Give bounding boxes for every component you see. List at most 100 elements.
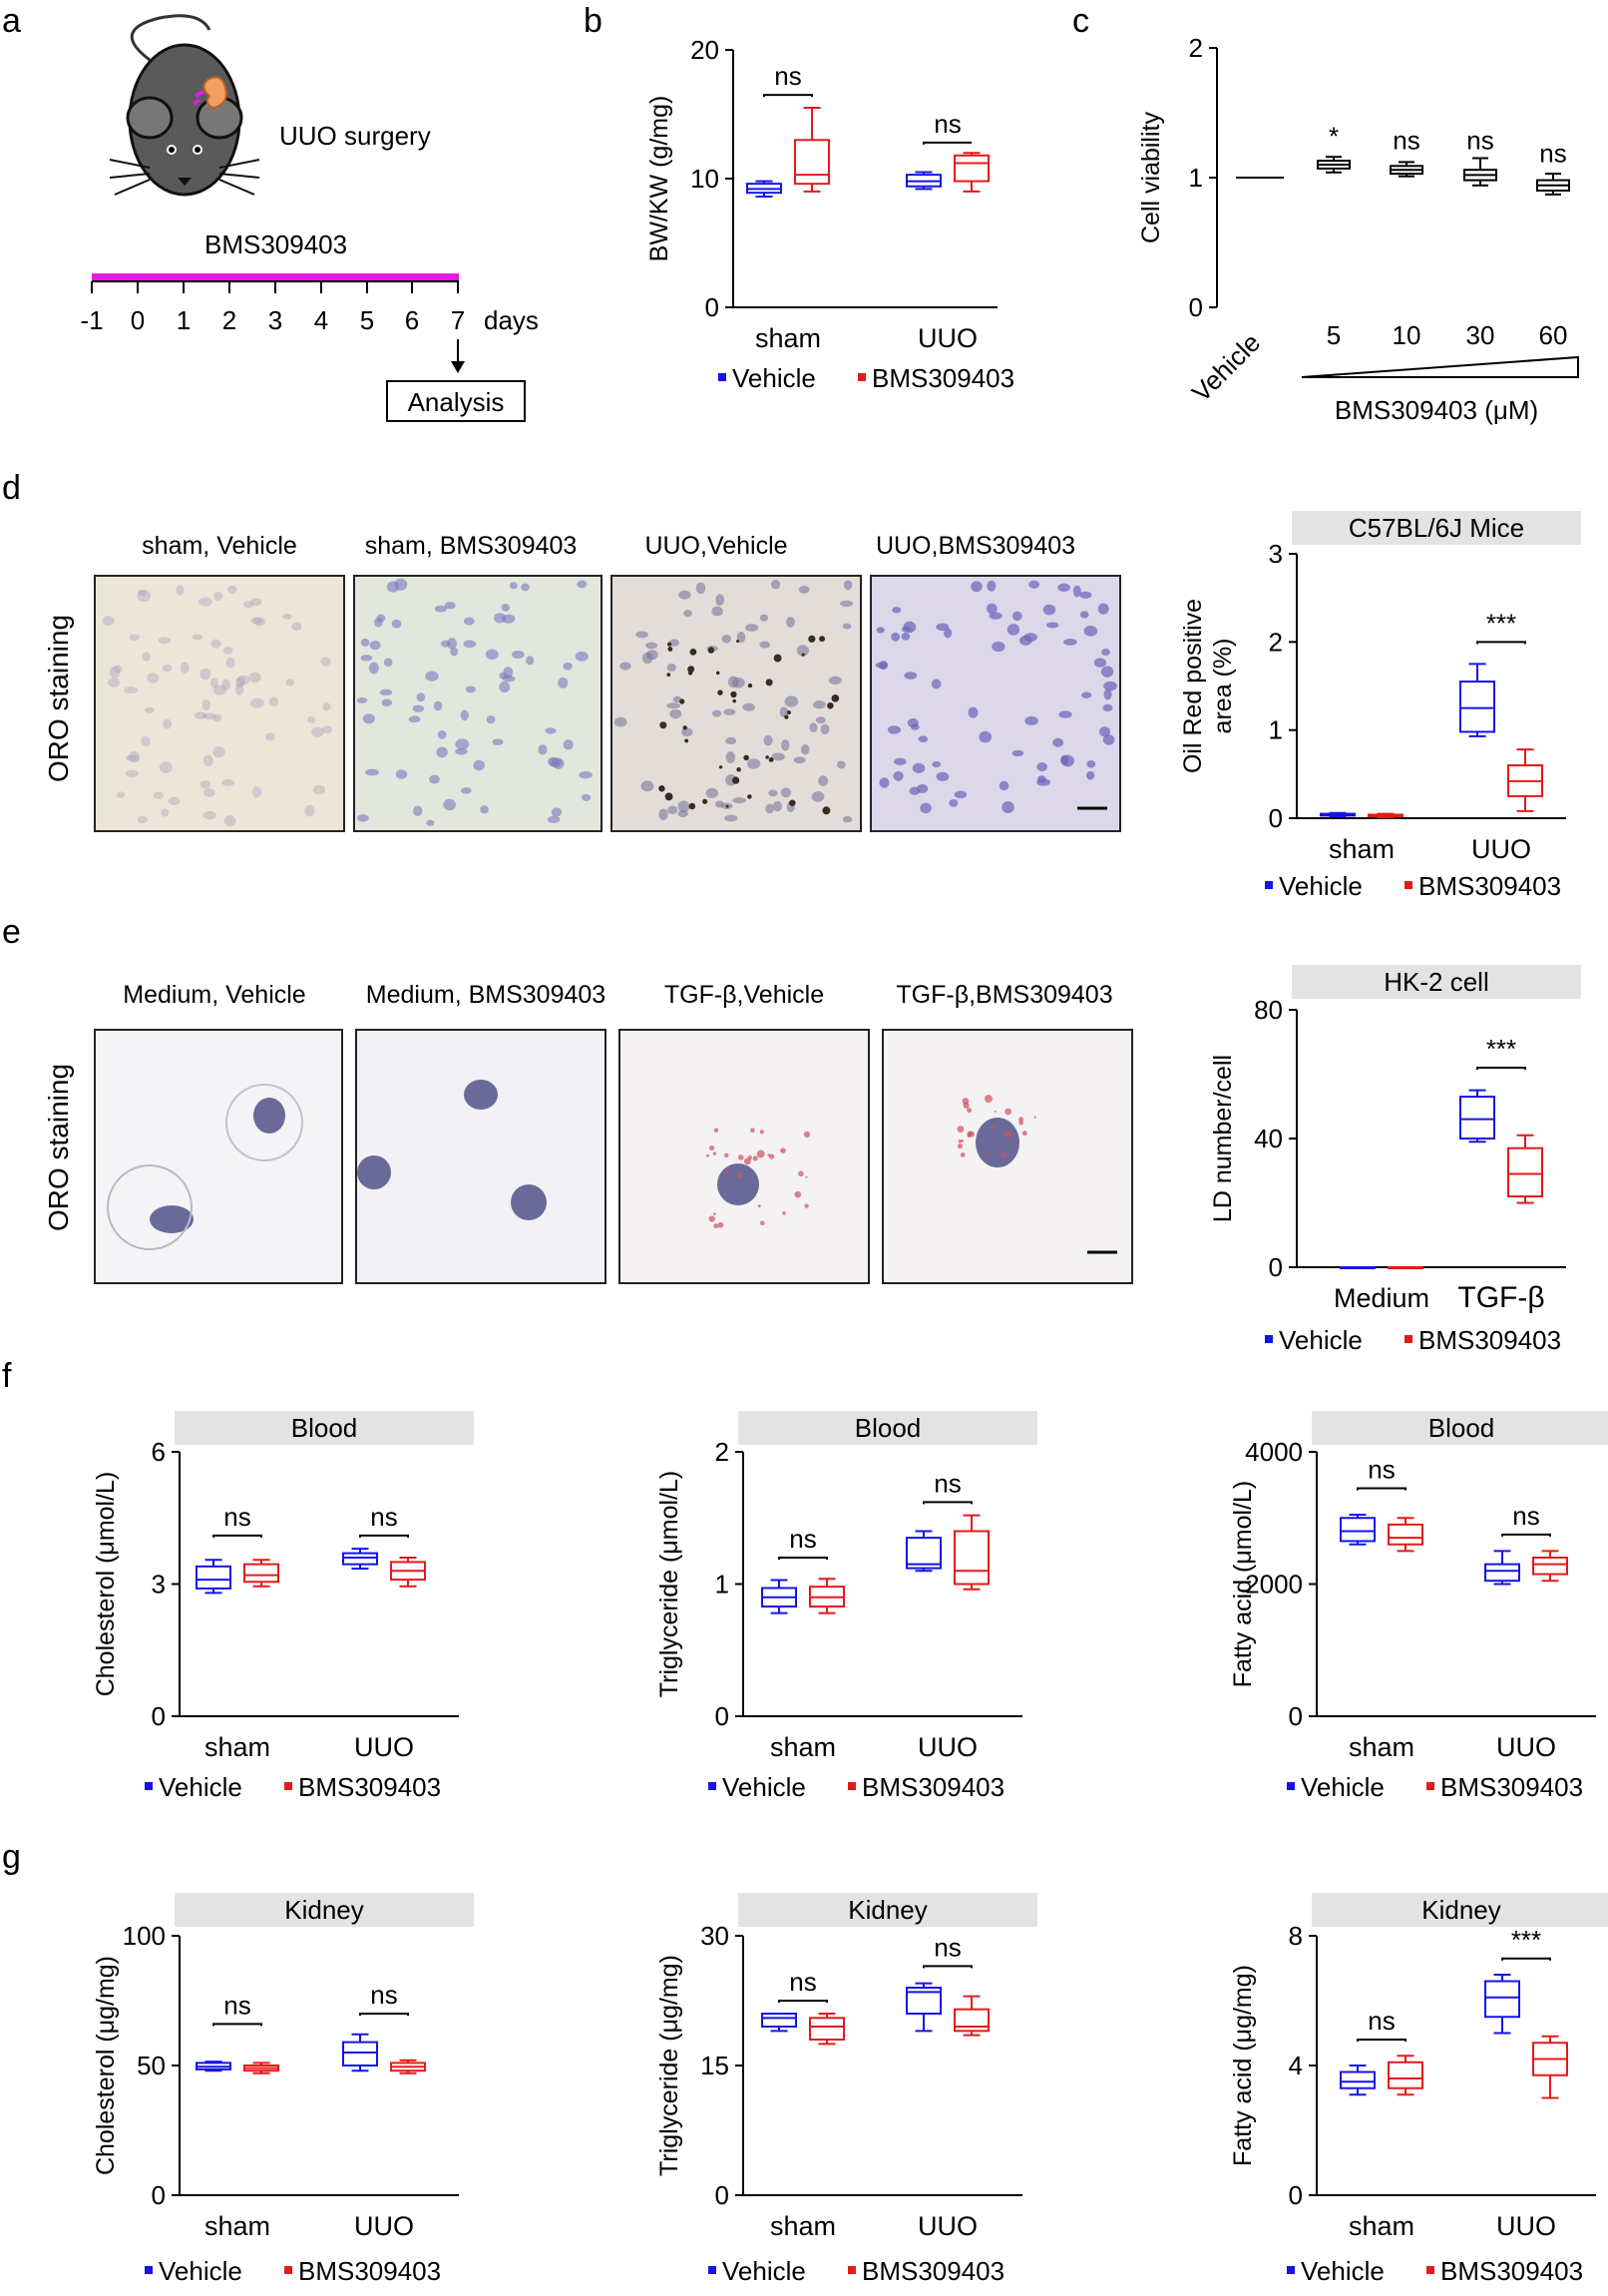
box	[196, 1565, 231, 1590]
lipid-droplet	[713, 1212, 716, 1215]
x-tick-label: 10	[1393, 320, 1421, 350]
cell-nucleus	[538, 744, 548, 755]
box-plot	[906, 1982, 942, 2033]
legend-swatch	[1426, 1782, 1434, 1790]
lipid-stain	[715, 671, 720, 676]
cell-nucleus	[368, 662, 379, 675]
x-tick-label: 30	[1466, 320, 1495, 350]
cell-nucleus	[381, 698, 393, 706]
lipid-droplet	[962, 1098, 970, 1105]
chart-f1: Blood 0 3 6 Cholesterol (μmol/L) sham UUO ns ns V…	[92, 1411, 474, 1802]
cell-nucleus	[1079, 611, 1089, 619]
legend-swatch	[848, 1782, 856, 1790]
significance-label: ns	[934, 1932, 961, 1962]
lipid-droplet	[747, 1154, 752, 1160]
lipid-stain	[822, 806, 831, 815]
legend-swatch	[145, 1782, 153, 1790]
cell-nucleus	[250, 598, 262, 607]
cell-nucleus	[999, 780, 1009, 791]
x-tick-label: UUO	[918, 323, 978, 353]
cell-nucleus	[1028, 580, 1040, 589]
cell-nucleus	[413, 805, 423, 816]
e-image-title-4: TGF-β,BMS309403	[896, 981, 1112, 1009]
significance-label: *	[1329, 122, 1339, 152]
lipid-droplet	[1001, 1152, 1006, 1158]
significance-label: ns	[1368, 2006, 1395, 2036]
cell-nucleus	[1103, 689, 1112, 700]
legend-label: BMS309403	[1440, 1772, 1583, 1802]
box-plot	[906, 171, 942, 191]
cell-nucleus	[918, 735, 929, 743]
cell-nucleus	[669, 708, 682, 719]
x-tick-label: UUO	[1471, 834, 1531, 864]
legend-label: Vehicle	[722, 2256, 806, 2286]
day-label: 7	[451, 305, 465, 335]
y-axis-label: Triglyceride (μg/mg)	[655, 1955, 683, 2176]
cell-nucleus	[1012, 611, 1022, 622]
y-tick-label: 4	[1289, 2051, 1303, 2080]
significance-bracket	[1357, 2039, 1407, 2042]
cell-nucleus	[102, 615, 115, 627]
cell-nucleus	[212, 685, 227, 695]
arrow-head-icon	[451, 361, 465, 373]
lipid-droplet	[724, 1152, 729, 1157]
cell-nucleus	[360, 638, 370, 647]
cell-nucleus	[575, 651, 589, 662]
cell-nucleus	[742, 702, 755, 711]
cell-nucleus	[724, 736, 737, 745]
surgery-label: UUO surgery	[279, 121, 431, 151]
y-tick-label: 0	[1269, 1252, 1283, 1282]
cell-nucleus	[668, 639, 680, 647]
cell-nucleus	[225, 657, 235, 669]
cell-nucleus	[759, 614, 769, 622]
box-plot	[1388, 1517, 1423, 1553]
cell-nucleus	[251, 786, 262, 798]
cell-nucleus	[745, 624, 759, 632]
cell-nucleus	[223, 815, 236, 827]
cell-nucleus	[772, 800, 782, 812]
box-plot	[954, 152, 990, 193]
lipid-droplet	[957, 1144, 964, 1149]
legend-swatch	[718, 373, 726, 381]
y-axis-label: Triglyceride (μmol/L)	[655, 1471, 683, 1697]
cell-nucleus	[210, 639, 221, 649]
cell-nucleus	[635, 631, 649, 639]
legend-label: BMS309403	[872, 363, 1014, 393]
cell-nucleus	[931, 679, 942, 689]
cell-nucleus	[436, 746, 448, 758]
box	[1484, 1980, 1520, 2019]
cell-nucleus	[212, 745, 225, 758]
lipid-droplet	[736, 1172, 743, 1179]
cell-nucleus	[992, 641, 1005, 653]
cell-nucleus	[759, 641, 770, 649]
lipid-stain	[747, 683, 753, 689]
day-label: -1	[80, 305, 103, 335]
analysis-label: Analysis	[408, 387, 505, 417]
cell-nucleus	[426, 819, 435, 826]
lipid-stain	[666, 673, 671, 678]
cell-nucleus	[678, 590, 691, 600]
cell-nucleus	[526, 656, 535, 666]
box	[906, 1537, 942, 1570]
cell-nucleus	[455, 747, 468, 755]
box	[1459, 681, 1495, 733]
cell-nucleus	[666, 702, 681, 709]
y-tick-label: 2	[1269, 627, 1283, 657]
x-tick-label: UUO	[1496, 2211, 1556, 2241]
chart-title-bar	[175, 1411, 474, 1445]
timeline-ticks: -1 0 1 2 3 4 5 6 7	[80, 281, 465, 335]
significance-bracket	[359, 1534, 409, 1538]
cell-nucleus	[429, 774, 440, 784]
cell-nucleus	[770, 579, 781, 590]
chart-f2: Blood 0 1 2 Triglyceride (μmol/L) sham UUO ns ns…	[655, 1411, 1037, 1802]
cell-nucleus	[800, 744, 810, 755]
legend-label: Vehicle	[1279, 1325, 1363, 1355]
lipid-stain	[667, 642, 672, 647]
box-plot	[196, 2061, 231, 2072]
lipid-stain	[827, 701, 834, 709]
y-axis-label: Fatty acid (μmol/L)	[1229, 1481, 1257, 1688]
box	[761, 2013, 797, 2028]
legend-swatch	[1265, 1335, 1273, 1343]
y-tick-label: 10	[690, 164, 719, 194]
cell-outline	[225, 1084, 303, 1161]
